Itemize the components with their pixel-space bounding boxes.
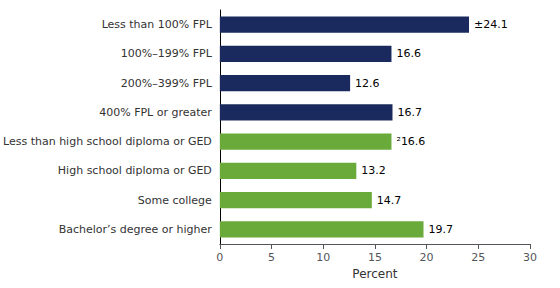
svg-text:14.7: 14.7 <box>377 194 402 207</box>
svg-text:20: 20 <box>420 251 434 264</box>
svg-text:Some college: Some college <box>138 194 212 207</box>
svg-text:High school diploma or GED: High school diploma or GED <box>58 164 212 177</box>
svg-text:0: 0 <box>216 251 223 264</box>
svg-text:100%–199% FPL: 100%–199% FPL <box>121 47 213 60</box>
svg-text:Bachelor’s degree or higher: Bachelor’s degree or higher <box>59 223 213 236</box>
svg-text:15: 15 <box>368 251 382 264</box>
svg-text:12.6: 12.6 <box>355 77 380 90</box>
svg-text:19.7: 19.7 <box>429 223 454 236</box>
svg-text:10: 10 <box>316 251 330 264</box>
svg-text:±24.1: ±24.1 <box>474 18 508 31</box>
svg-text:Percent: Percent <box>352 267 397 281</box>
svg-text:Less than high school diploma: Less than high school diploma or GED <box>3 135 212 148</box>
svg-text:16.6: 16.6 <box>396 47 421 60</box>
svg-text:25: 25 <box>471 251 485 264</box>
svg-text:30: 30 <box>523 251 537 264</box>
svg-text:13.2: 13.2 <box>361 164 386 177</box>
svg-text:Less than 100% FPL: Less than 100% FPL <box>102 18 213 31</box>
svg-text:400% FPL or greater: 400% FPL or greater <box>99 106 212 119</box>
svg-text:200%–399% FPL: 200%–399% FPL <box>121 77 213 90</box>
svg-text:5: 5 <box>268 251 275 264</box>
svg-text:²16.6: ²16.6 <box>396 135 425 148</box>
svg-text:16.7: 16.7 <box>398 106 423 119</box>
